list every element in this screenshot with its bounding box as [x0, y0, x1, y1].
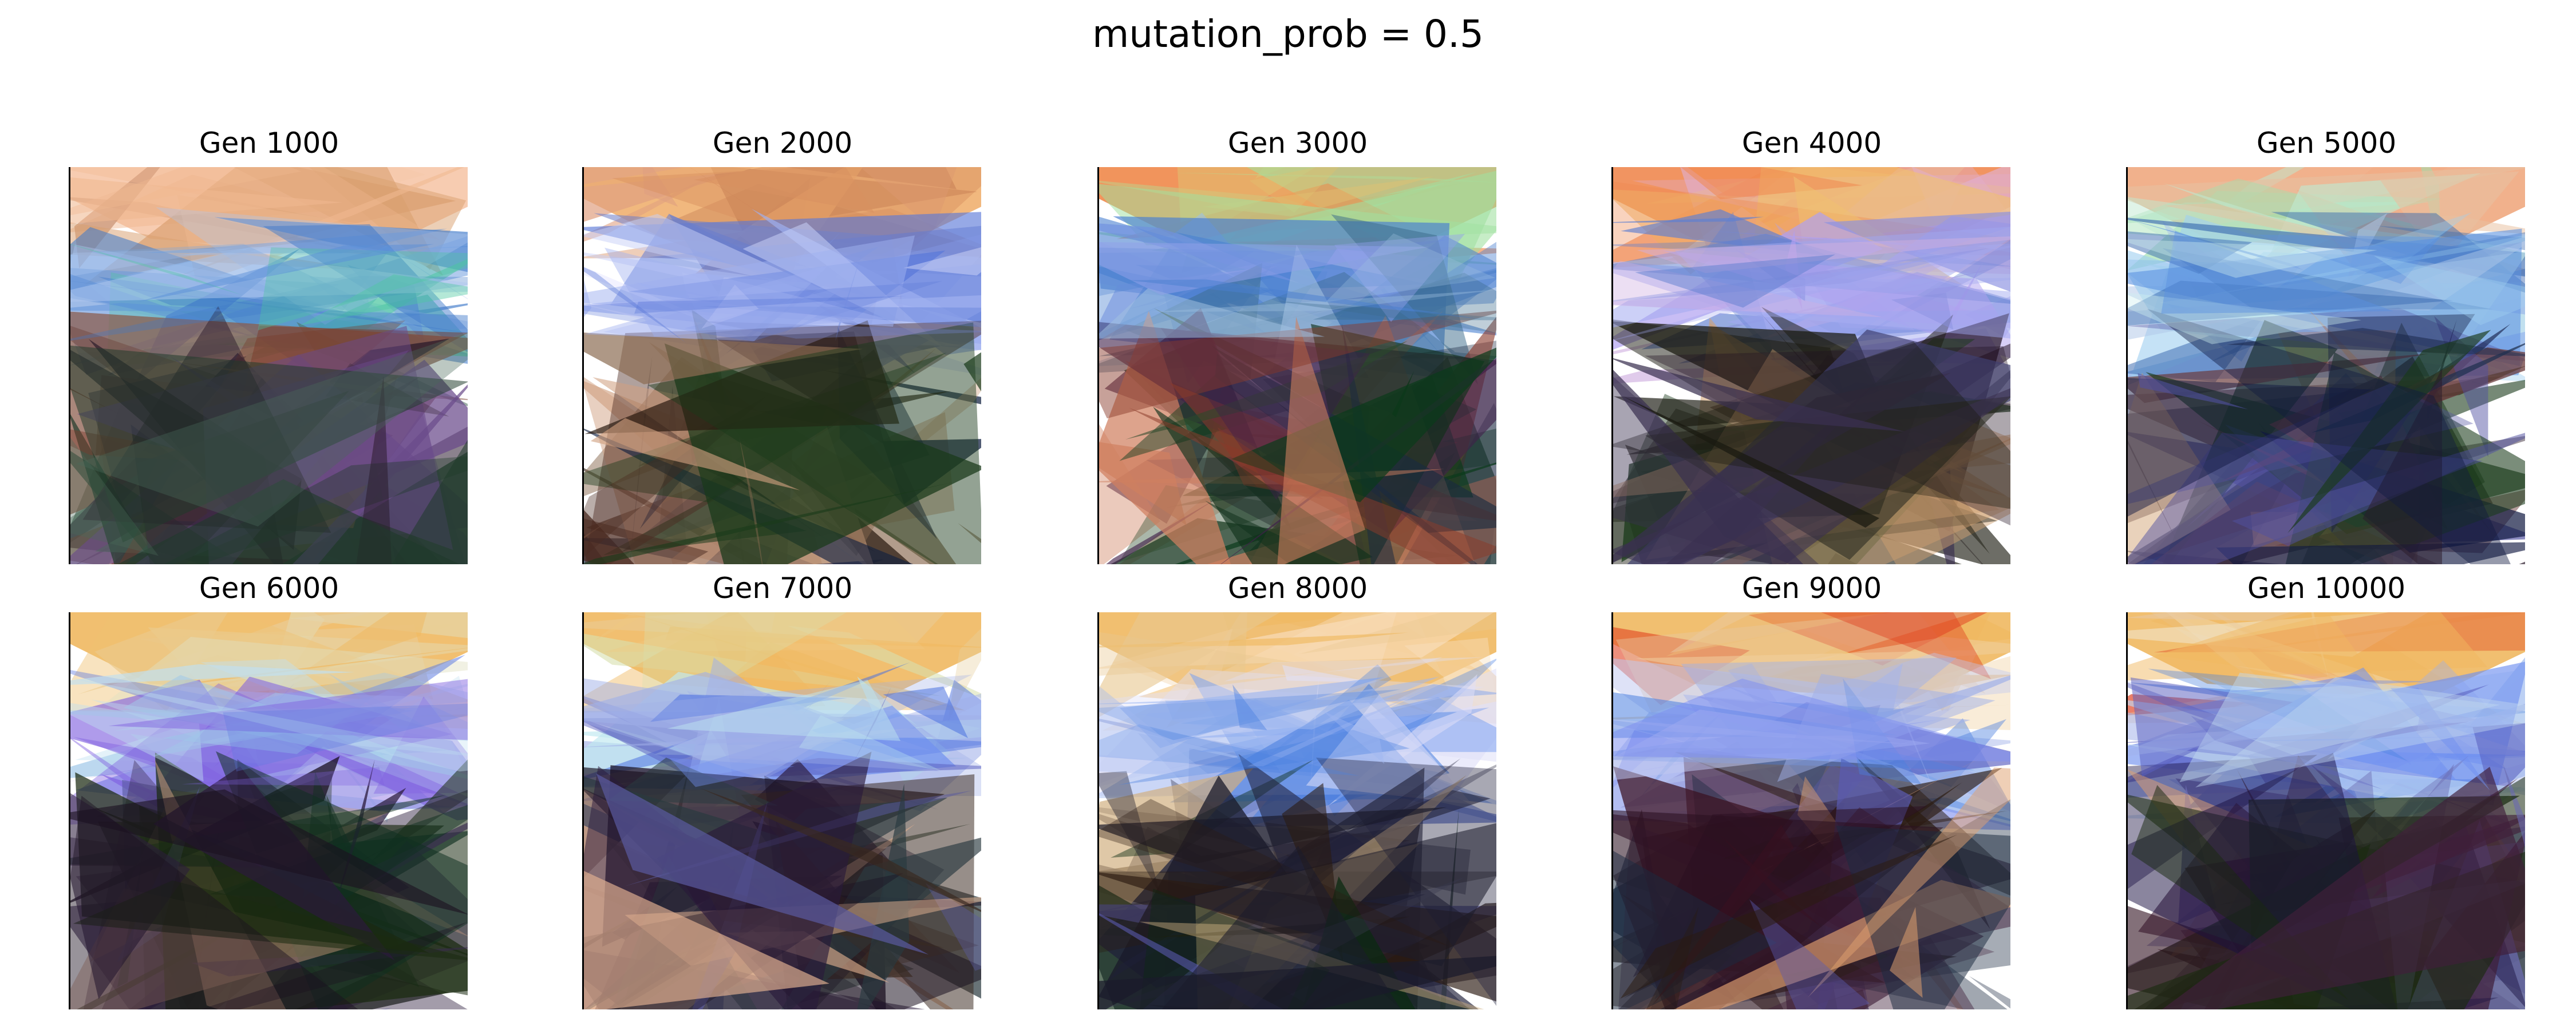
- panel-gen-8000: Gen 8000: [1097, 571, 1498, 1009]
- evolved-image: [1611, 167, 2010, 564]
- panel-gen-5000: Gen 5000: [2126, 126, 2527, 564]
- evolved-image: [69, 167, 468, 564]
- panel-gen-3000: Gen 3000: [1097, 126, 1498, 564]
- panel-title: Gen 6000: [199, 572, 339, 605]
- evolved-image: [1611, 612, 2010, 1009]
- panel-gen-1000: Gen 1000: [69, 126, 469, 564]
- evolved-image: [582, 167, 981, 564]
- panel-gen-4000: Gen 4000: [1611, 126, 2012, 564]
- panel-title: Gen 7000: [712, 572, 853, 605]
- panel-title: Gen 1000: [199, 126, 339, 160]
- panel-title: Gen 10000: [2247, 572, 2406, 605]
- panel-gen-2000: Gen 2000: [582, 126, 983, 564]
- panel-title: Gen 4000: [1741, 126, 1882, 160]
- panel-gen-10000: Gen 10000: [2126, 571, 2527, 1009]
- panel-title: Gen 2000: [712, 126, 853, 160]
- panel-gen-9000: Gen 9000: [1611, 571, 2012, 1009]
- panel-title: Gen 5000: [2256, 126, 2397, 160]
- evolved-image: [69, 612, 468, 1009]
- panel-gen-7000: Gen 7000: [582, 571, 983, 1009]
- evolved-image: [1097, 167, 1496, 564]
- panel-title: Gen 9000: [1741, 572, 1882, 605]
- evolved-image: [582, 612, 981, 1009]
- panel-title: Gen 8000: [1227, 572, 1368, 605]
- figure-title: mutation_prob = 0.5: [1092, 12, 1484, 56]
- evolved-image: [2126, 167, 2525, 564]
- evolved-image: [1097, 612, 1496, 1009]
- evolved-image: [2126, 612, 2525, 1009]
- panel-title: Gen 3000: [1227, 126, 1368, 160]
- panel-gen-6000: Gen 6000: [69, 571, 469, 1009]
